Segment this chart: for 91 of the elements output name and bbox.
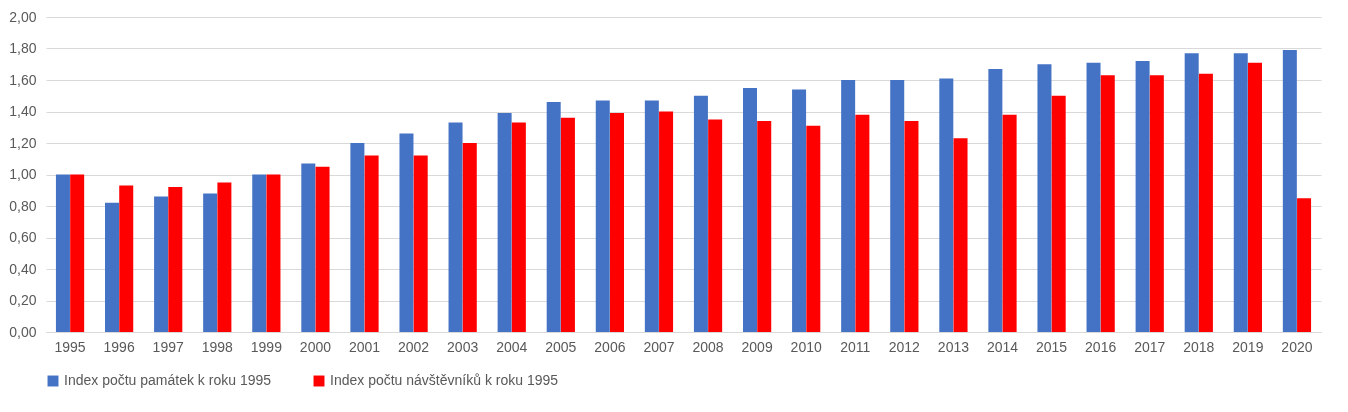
bar	[546, 102, 561, 332]
y-tick-label: 1,40	[9, 103, 37, 119]
x-tick-label: 2020	[1281, 338, 1313, 355]
bar	[1282, 50, 1297, 332]
bar	[644, 100, 659, 332]
bar	[1297, 198, 1312, 332]
x-tick-label: 2012	[888, 338, 921, 355]
x-tick-label: 1998	[201, 338, 234, 355]
bar	[55, 174, 70, 332]
x-tick-label: 2008	[692, 338, 724, 355]
bar	[105, 202, 120, 332]
bar	[1198, 73, 1213, 332]
bar	[988, 68, 1003, 332]
bar	[70, 174, 85, 332]
bar	[953, 138, 968, 332]
bar	[301, 163, 316, 332]
x-tick-label: 2019	[1232, 338, 1264, 355]
x-tick-label: 2001	[348, 338, 381, 355]
bar	[203, 193, 218, 332]
bar	[1037, 64, 1052, 332]
bar	[364, 155, 379, 332]
x-tick-label: 2005	[545, 338, 577, 355]
bar	[252, 174, 267, 332]
y-tick-label: 1,80	[9, 40, 37, 56]
bar	[1233, 53, 1248, 332]
bar	[1086, 62, 1101, 332]
bar	[511, 122, 526, 332]
bar	[217, 182, 232, 332]
x-tick-label: 2006	[594, 338, 626, 355]
bar	[659, 111, 674, 332]
x-tick-label: 2004	[496, 338, 528, 355]
bar	[1002, 114, 1017, 332]
x-tick-label: 2000	[299, 338, 332, 355]
bar	[890, 80, 905, 332]
bar	[855, 114, 870, 332]
bar	[841, 80, 856, 332]
bar	[1184, 53, 1199, 332]
x-tick-label: 2010	[790, 338, 822, 355]
bar	[1100, 75, 1115, 332]
x-tick-label: 1997	[152, 338, 184, 355]
y-tick-label: 0,00	[9, 323, 37, 340]
bar	[560, 117, 575, 332]
legend-label: Index počtu návštěvníků k roku 1995	[330, 372, 559, 388]
x-tick-label: 2013	[937, 338, 970, 355]
bar	[399, 133, 414, 332]
bar	[806, 125, 821, 332]
x-tick-label: 1995	[54, 338, 86, 355]
bar	[350, 143, 365, 332]
bar	[610, 113, 624, 332]
x-tick-label: 2014	[986, 338, 1019, 355]
legend-label: Index počtu památek k roku 1995	[64, 372, 272, 388]
x-tick-label: 1999	[250, 338, 283, 355]
x-tick-label: 1996	[103, 338, 135, 355]
x-tick-label: 2015	[1035, 338, 1068, 355]
bar	[757, 120, 772, 332]
y-tick-label: 1,20	[9, 134, 37, 151]
bar	[119, 185, 134, 332]
y-tick-label: 1,60	[9, 71, 37, 88]
bar	[1247, 62, 1262, 332]
bar	[595, 100, 610, 332]
x-tick-label: 2011	[840, 338, 871, 355]
x-tick-label: 2017	[1134, 338, 1166, 355]
bar	[168, 187, 183, 332]
bar	[1051, 95, 1066, 332]
y-tick-label: 2,00	[9, 8, 37, 25]
bar	[154, 196, 169, 332]
bar	[315, 166, 330, 332]
bar	[904, 120, 919, 332]
bar	[693, 95, 708, 332]
x-tick-label: 2007	[643, 338, 675, 355]
x-tick-label: 2002	[398, 338, 430, 355]
bar	[448, 122, 463, 332]
bar	[792, 89, 807, 332]
x-tick-label: 2016	[1085, 338, 1117, 355]
bar	[1135, 61, 1150, 332]
bar	[413, 155, 428, 332]
y-tick-label: 0,40	[9, 260, 37, 277]
bar	[266, 174, 281, 332]
bar	[939, 78, 954, 332]
bar	[497, 113, 512, 332]
y-tick-label: 1,00	[9, 166, 37, 182]
bar	[743, 87, 757, 332]
y-tick-label: 0,20	[9, 292, 37, 308]
bar	[462, 143, 477, 332]
x-tick-label: 2009	[741, 338, 773, 355]
bar	[708, 119, 723, 332]
x-tick-label: 2018	[1183, 338, 1215, 355]
y-tick-label: 0,60	[9, 229, 37, 245]
bar	[1149, 75, 1164, 332]
y-tick-label: 0,80	[9, 197, 37, 214]
x-tick-label: 2003	[447, 338, 479, 355]
